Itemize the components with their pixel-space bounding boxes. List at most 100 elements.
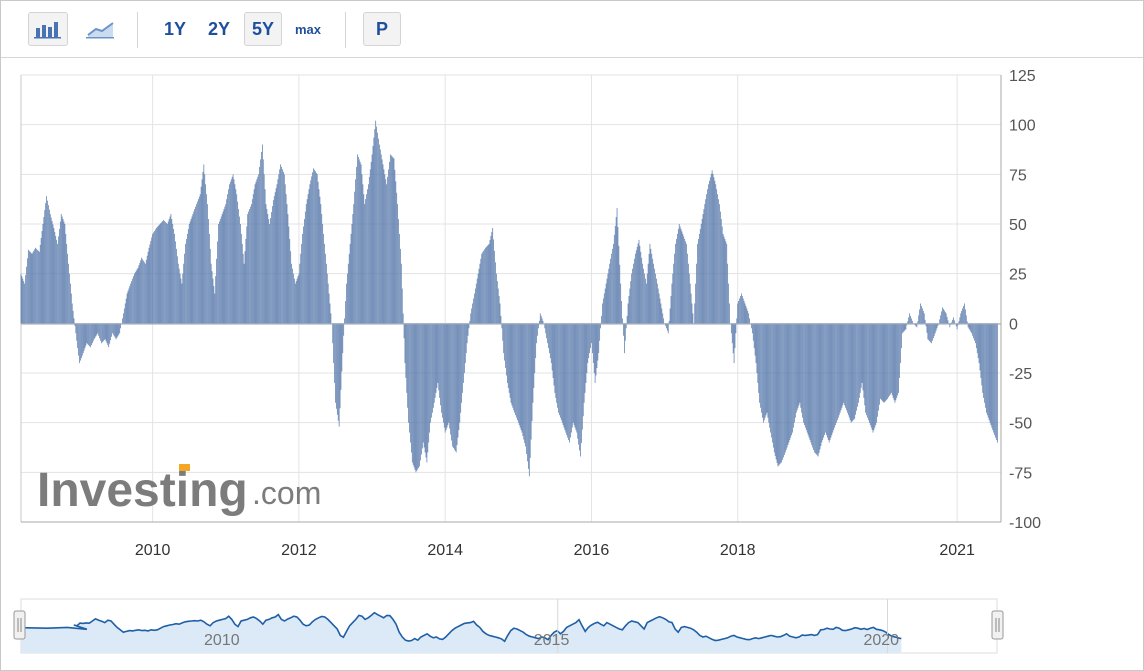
bar [967, 323, 969, 328]
bar [119, 323, 121, 334]
bar [91, 323, 92, 346]
bar [730, 323, 732, 334]
bar [616, 208, 618, 324]
bar [659, 298, 661, 324]
bar [605, 283, 607, 324]
bar [174, 233, 175, 324]
bar [321, 214, 323, 324]
bar [570, 323, 572, 433]
bar [111, 323, 112, 337]
bar [385, 179, 387, 324]
bar [840, 323, 842, 411]
bar [463, 323, 464, 383]
bar [252, 194, 254, 324]
bar [345, 300, 346, 324]
navigator-left-handle[interactable] [13, 610, 26, 640]
bar [617, 226, 619, 324]
bar [952, 319, 953, 324]
bar [91, 323, 93, 344]
bar [842, 323, 844, 406]
bar [528, 323, 530, 477]
bar [783, 323, 785, 455]
bar [435, 323, 437, 393]
bar [993, 323, 995, 433]
bar [800, 323, 802, 408]
navigator-year-label: 2015 [534, 632, 570, 649]
bar [43, 217, 45, 324]
bar [353, 204, 355, 324]
bar [344, 318, 345, 324]
period-5y-button[interactable]: 5Y [244, 12, 282, 46]
bar [810, 323, 812, 443]
bar [118, 323, 120, 335]
bar [188, 224, 190, 324]
bar [879, 323, 881, 399]
bar [165, 222, 166, 324]
bar [811, 323, 813, 446]
bar [66, 243, 68, 324]
bar [504, 323, 505, 361]
bar [317, 181, 319, 324]
bar [61, 216, 63, 324]
bar [611, 253, 612, 324]
bar [972, 323, 974, 336]
bar [34, 249, 36, 324]
bar [241, 243, 243, 324]
bar [987, 323, 989, 418]
p-button[interactable]: P [363, 12, 401, 46]
bar [348, 253, 350, 324]
bar [865, 323, 867, 413]
bar [741, 296, 743, 324]
bar [769, 323, 771, 428]
bar [600, 323, 601, 329]
bar [261, 144, 263, 324]
bar [148, 247, 150, 324]
bar [879, 323, 880, 405]
bar [629, 288, 631, 324]
period-1y-button[interactable]: 1Y [163, 18, 187, 39]
bar [624, 323, 626, 341]
bar [230, 179, 232, 324]
bar [478, 268, 480, 324]
bar [460, 323, 462, 413]
bar [556, 323, 558, 403]
bar [613, 243, 614, 324]
bar [875, 323, 877, 426]
bar [849, 323, 851, 421]
line-chart-toggle-button[interactable] [81, 12, 121, 46]
bar [542, 320, 544, 324]
bar [379, 149, 381, 324]
bar [525, 323, 526, 447]
bar [555, 323, 557, 398]
bar [427, 323, 429, 453]
bar [178, 268, 180, 324]
bar [609, 263, 611, 324]
bar [778, 323, 780, 466]
bar [231, 176, 233, 324]
bar [411, 323, 412, 453]
navigator-right-handle[interactable] [991, 610, 1004, 640]
bar [717, 194, 718, 324]
bar [207, 204, 208, 324]
bar [839, 323, 841, 413]
y-axis: 125 100 75 50 25 0 -25 -50 -75 -100 [1009, 68, 1041, 532]
bar [257, 176, 259, 324]
bar [672, 273, 674, 324]
bar [183, 263, 185, 324]
bar [673, 263, 675, 324]
bar [719, 211, 721, 324]
bar [92, 323, 94, 342]
bar [637, 243, 639, 324]
bar [863, 323, 865, 398]
bar-chart-toggle-button[interactable] [28, 12, 68, 46]
navigator[interactable]: 2010 2015 2020 [13, 598, 1004, 654]
bar [820, 323, 822, 447]
bar [182, 273, 184, 324]
period-max-button[interactable]: max [294, 21, 322, 37]
bar [38, 251, 40, 324]
bar [144, 262, 145, 324]
bar [529, 323, 531, 458]
period-2y-button[interactable]: 2Y [207, 18, 231, 39]
bar [917, 321, 919, 324]
